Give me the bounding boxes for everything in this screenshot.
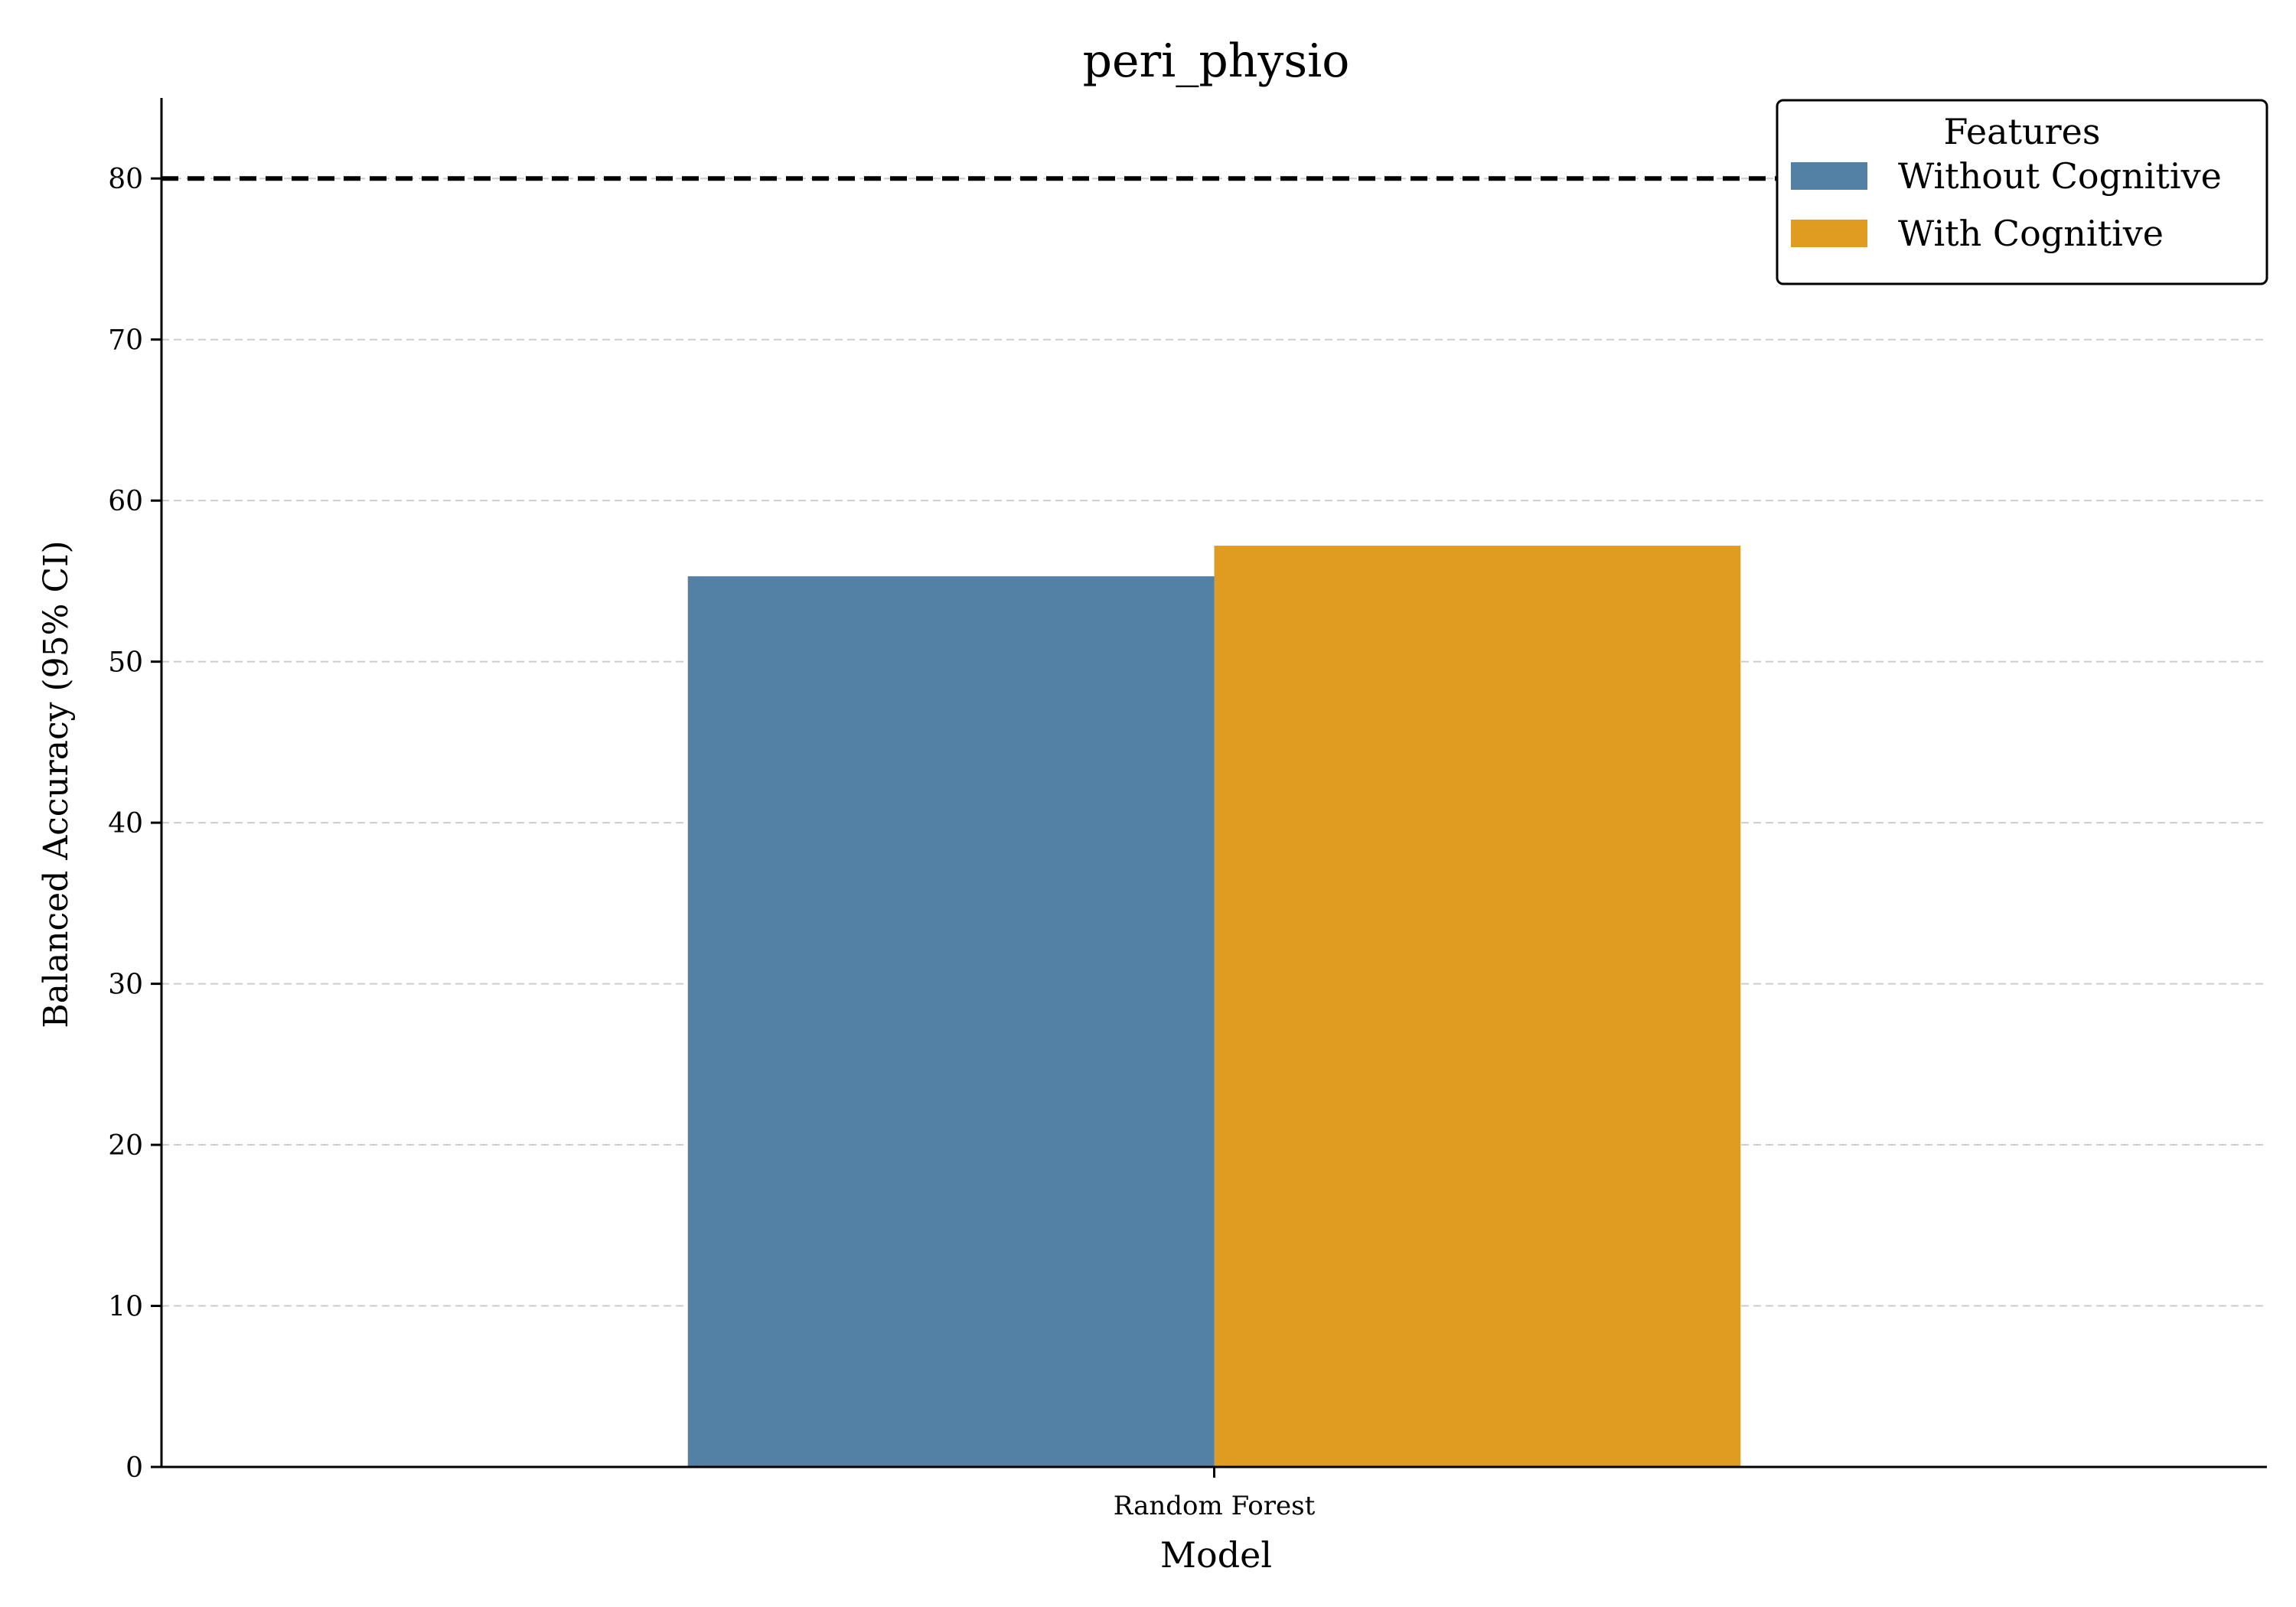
- y-tick-label-50: 50: [108, 647, 143, 679]
- y-tick-label-10: 10: [108, 1292, 143, 1323]
- y-tick-label-20: 20: [108, 1130, 143, 1162]
- x-tick-label-0: Random Forest: [1114, 1491, 1316, 1521]
- legend-swatch-1: [1791, 220, 1867, 247]
- y-tick-label-60: 60: [108, 486, 143, 517]
- y-tick-label-0: 0: [126, 1452, 143, 1484]
- bars: [687, 546, 1741, 1468]
- y-tick-label-40: 40: [108, 808, 143, 839]
- legend: Features Without Cognitive With Cognitive: [1776, 99, 2268, 285]
- x-ticks: Random Forest: [1114, 1467, 1316, 1521]
- legend-label-0: Without Cognitive: [1898, 155, 2222, 197]
- legend-label-1: With Cognitive: [1898, 213, 2164, 254]
- y-tick-label-70: 70: [108, 325, 143, 357]
- bar-with-cognitive-0: [1214, 546, 1741, 1468]
- y-tick-label-80: 80: [108, 164, 143, 195]
- y-tick-label-30: 30: [108, 970, 143, 1001]
- x-axis-label: Model: [1160, 1534, 1272, 1576]
- bar-without-cognitive-0: [687, 576, 1215, 1467]
- chart-title: peri_physio: [1083, 34, 1350, 88]
- legend-title: Features: [1944, 111, 2101, 152]
- y-ticks: 0 10 20 30 40 50 60 70 80: [108, 164, 161, 1484]
- y-axis-label: Balanced Accuracy (95% CI): [37, 540, 76, 1028]
- legend-entries: Without Cognitive With Cognitive: [1791, 155, 2222, 254]
- legend-frame: [1776, 99, 2268, 285]
- legend-swatch-0: [1791, 162, 1867, 190]
